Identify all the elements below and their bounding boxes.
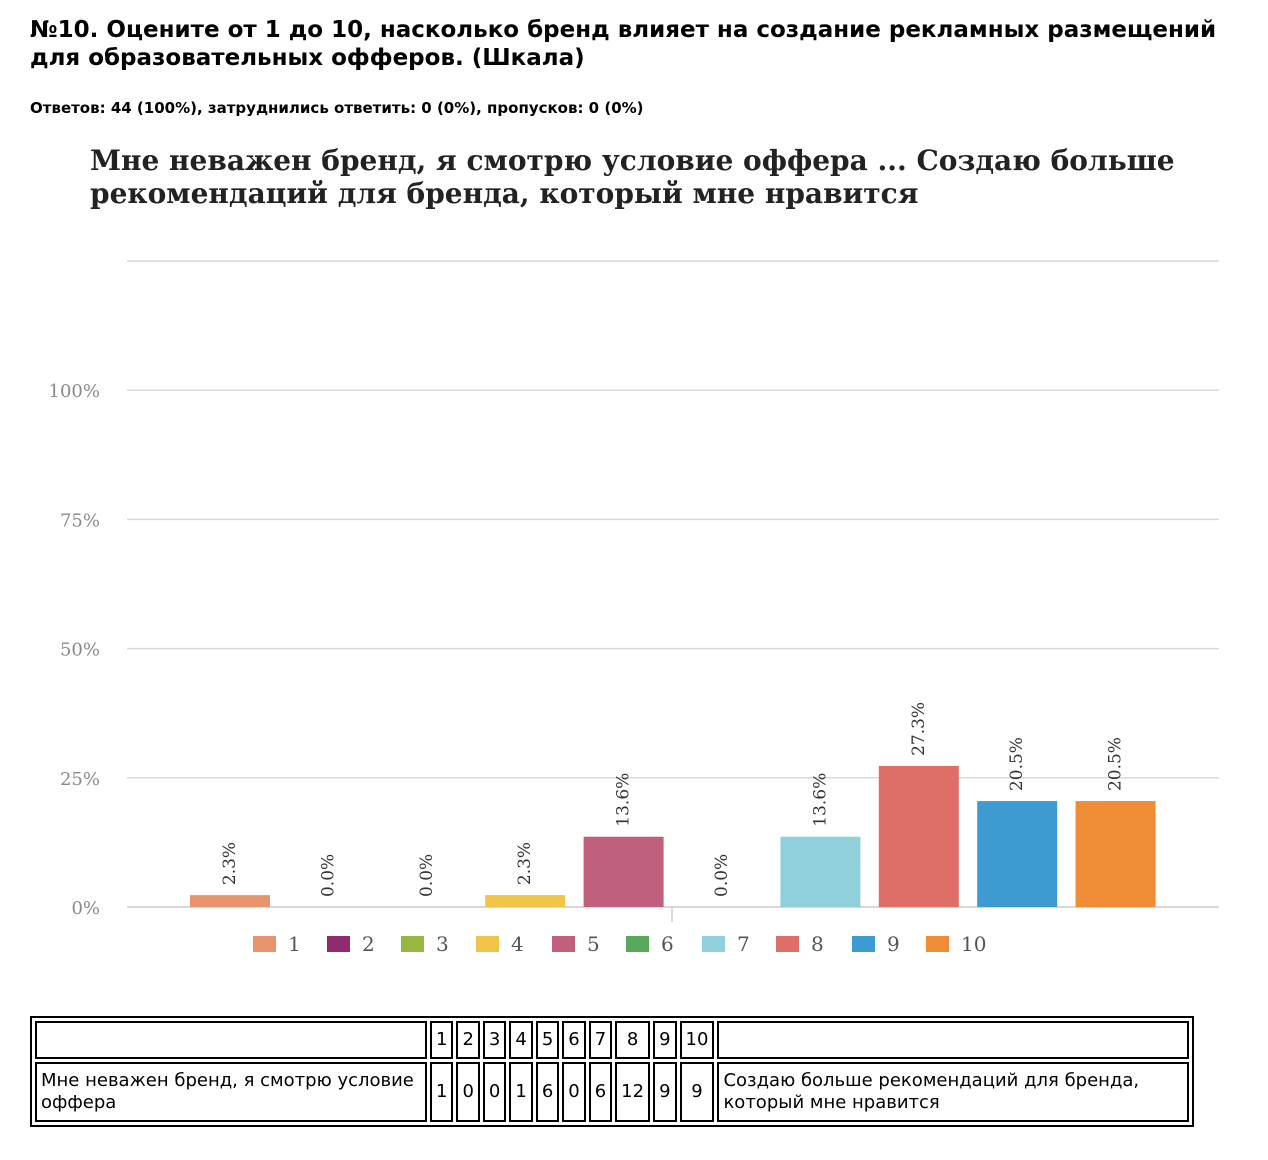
response-stats: Ответов: 44 (100%), затруднились ответит… [30,99,644,117]
legend-label: 1 [288,932,301,956]
chart-legend: 1 2 3 4 5 6 7 8 9 10 [253,932,986,956]
table-header-cell: 4 [509,1021,533,1059]
legend-label: 2 [362,932,375,956]
chart-bars [190,765,1156,907]
data-label: 27.3% [909,702,929,756]
table-header-cell: 3 [482,1021,507,1059]
y-tick-label: 100% [49,381,100,402]
y-tick-label: 25% [60,769,100,790]
legend-item-9: 9 [852,932,900,956]
data-label: 2.3% [220,842,240,885]
legend-item-10: 10 [926,932,986,956]
legend-swatch [401,936,424,952]
y-tick-label: 75% [60,510,100,531]
legend-label: 6 [661,932,674,956]
legend-label: 7 [737,932,750,956]
table-count-cell: 9 [679,1062,715,1122]
table-row-left-label: Мне неважен бренд, я смотрю условие оффе… [35,1062,427,1122]
table-count-cell: 0 [456,1062,480,1122]
table-header-cell: 1 [430,1021,454,1059]
responses-table: 1 2 3 4 5 6 7 8 9 10 Мне неважен бренд, … [30,1016,1195,1127]
table-row: Мне неважен бренд, я смотрю условие оффе… [35,1062,1190,1122]
bar-9 [977,801,1058,907]
data-label: 0.0% [318,854,338,897]
bar-4 [485,895,566,907]
legend-label: 5 [587,932,600,956]
legend-item-5: 5 [552,932,600,956]
legend-swatch [476,936,499,952]
legend-swatch [702,936,725,952]
data-label: 20.5% [1106,737,1126,791]
table-header-cell: 9 [653,1021,677,1059]
table-count-cell: 6 [588,1062,613,1122]
legend-label: 3 [436,932,449,956]
legend-swatch [327,936,350,952]
bar-chart: Мне неважен бренд, я смотрю условие оффе… [49,144,1219,956]
bar-10 [1075,801,1156,907]
y-tick-label: 50% [60,640,100,661]
question-title: №10. Оцените от 1 до 10, насколько бренд… [30,17,1217,71]
bar-8 [878,765,959,907]
legend-swatch [776,936,799,952]
chart-title: Мне неважен бренд, я смотрю условие оффе… [90,144,1175,210]
legend-swatch [253,936,276,952]
chart-grid: 0% 25% 50% 75% 100% [49,260,1219,922]
table-count-cell: 0 [482,1062,507,1122]
table-count-cell: 1 [430,1062,454,1122]
legend-swatch [852,936,875,952]
chart-title-line: Мне неважен бренд, я смотрю условие оффе… [90,144,1175,177]
table-header-cell: 7 [588,1021,613,1059]
table-header-row: 1 2 3 4 5 6 7 8 9 10 [35,1021,1190,1059]
table-header-cell: 2 [456,1021,480,1059]
legend-item-3: 3 [401,932,449,956]
legend-label: 8 [811,932,824,956]
bar-1 [190,895,270,907]
legend-item-4: 4 [476,932,524,956]
data-label: 13.6% [614,773,634,827]
table-header-cell: 6 [562,1021,586,1059]
table-header-empty-right [717,1021,1190,1059]
data-label: 13.6% [810,773,830,827]
data-label: 0.0% [417,854,437,897]
bar-7 [780,836,861,907]
table-header-cell: 8 [615,1021,651,1059]
table-count-cell: 1 [509,1062,533,1122]
legend-item-7: 7 [702,932,750,956]
table-count-cell: 6 [535,1062,560,1122]
chart-title-line: рекомендаций для бренда, который мне нра… [90,177,918,210]
legend-swatch [626,936,649,952]
legend-label: 4 [511,932,524,956]
table-count-cell: 0 [562,1062,586,1122]
data-label: 0.0% [712,854,732,897]
legend-item-1: 1 [253,932,301,956]
legend-label: 10 [961,932,986,956]
table-row-right-label: Создаю больше рекомендаций для бренда, к… [717,1062,1190,1122]
legend-label: 9 [887,932,900,956]
legend-swatch [552,936,575,952]
table-header-cell: 5 [535,1021,560,1059]
table-count-cell: 9 [653,1062,677,1122]
chart-data-labels: 2.3% 0.0% 0.0% 2.3% 13.6% 0.0% 13.6% 27.3% 20.5%… [220,702,1126,897]
table-count-cell: 12 [615,1062,651,1122]
bar-5 [583,836,664,907]
data-label: 20.5% [1007,737,1027,791]
y-tick-label: 0% [71,898,100,919]
legend-item-8: 8 [776,932,824,956]
data-label: 2.3% [515,842,535,885]
table-header-cell: 10 [679,1021,715,1059]
legend-swatch [926,936,949,952]
legend-item-2: 2 [327,932,375,956]
table-header-empty-left [35,1021,427,1059]
legend-item-6: 6 [626,932,674,956]
